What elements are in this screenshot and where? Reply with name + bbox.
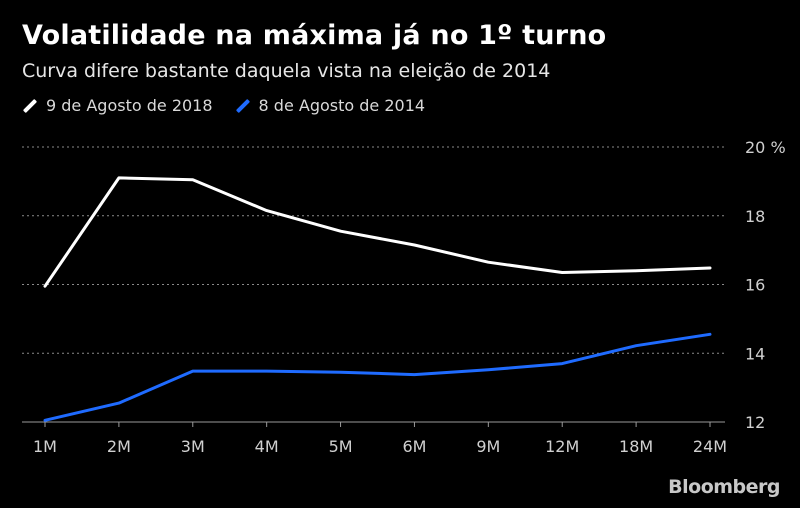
y-tick-label: 20 % xyxy=(745,138,786,157)
x-tick-label: 18M xyxy=(619,437,653,456)
x-tick-label: 2M xyxy=(107,437,131,456)
x-tick-label: 4M xyxy=(255,437,279,456)
legend-label-2018: 9 de Agosto de 2018 xyxy=(46,96,213,115)
legend-item-2018: 9 de Agosto de 2018 xyxy=(22,96,213,115)
series-line-2018 xyxy=(43,176,712,288)
x-tick-label: 24M xyxy=(693,437,727,456)
chart-title: Volatilidade na máxima já no 1º turno xyxy=(22,20,607,51)
x-tick-label: 5M xyxy=(329,437,353,456)
y-tick-label: 12 xyxy=(745,413,765,432)
x-tick-label: 12M xyxy=(545,437,579,456)
legend-label-2014: 8 de Agosto de 2014 xyxy=(258,96,426,115)
bloomberg-logo: Bloomberg xyxy=(668,476,780,498)
legend: 9 de Agosto de 2018 8 de Agosto de 2014 xyxy=(22,96,425,115)
y-tick-label: 18 xyxy=(745,207,765,226)
legend-item-2014: 8 de Agosto de 2014 xyxy=(235,96,426,115)
x-tick-label: 6M xyxy=(402,437,426,456)
x-tick-label: 1M xyxy=(33,437,57,456)
series-line-2014 xyxy=(43,332,712,422)
y-tick-label: 16 xyxy=(745,276,765,295)
x-tick-label: 9M xyxy=(476,437,500,456)
x-tick-label: 3M xyxy=(181,437,205,456)
y-tick-label: 14 xyxy=(745,344,765,363)
chart-subtitle: Curva difere bastante daquela vista na e… xyxy=(22,60,551,82)
